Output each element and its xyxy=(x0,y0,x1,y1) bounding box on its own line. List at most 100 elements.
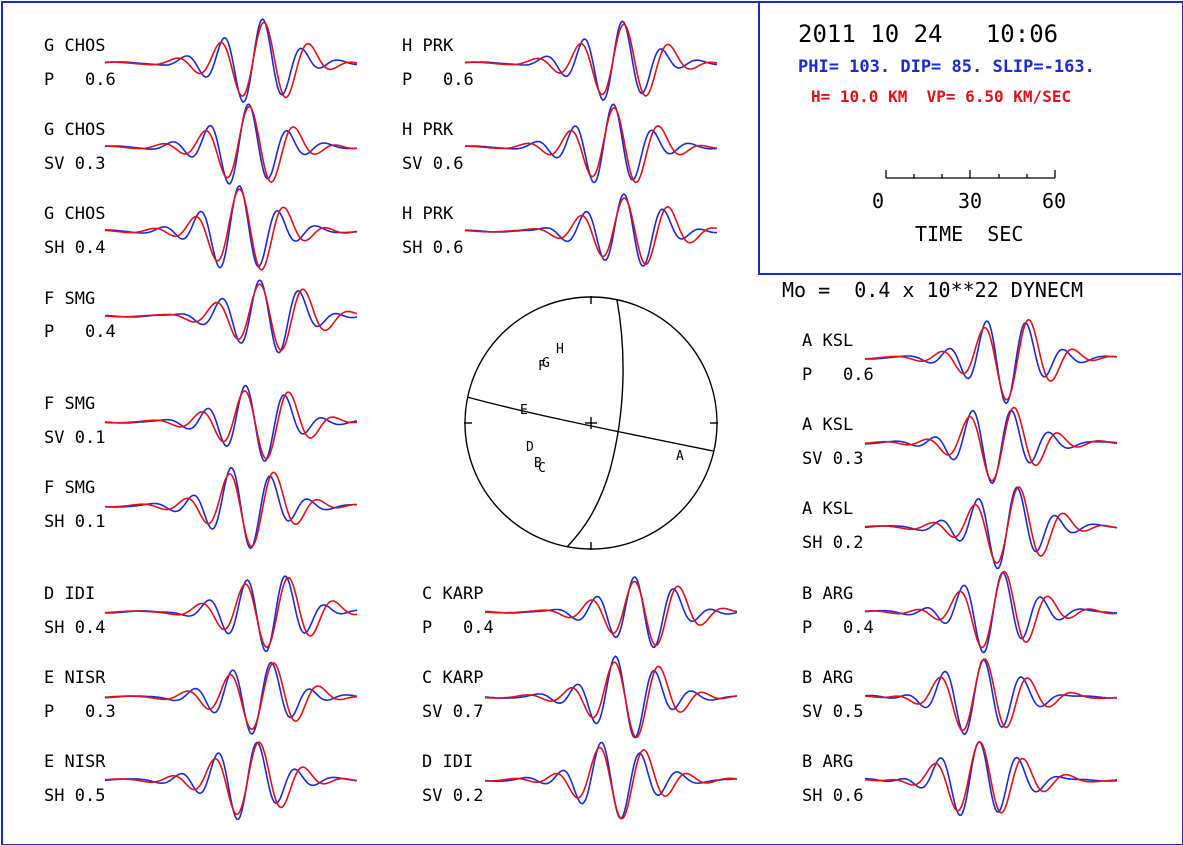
synthetic-waveform xyxy=(484,580,738,647)
synthetic-waveform xyxy=(485,746,738,820)
station-label-bottom: SV 0.5 xyxy=(802,702,864,722)
synthetic-waveform xyxy=(104,283,358,351)
station-label-bottom: P 0.4 xyxy=(44,322,116,342)
synthetic-waveform xyxy=(104,390,358,460)
beachball-letter: C xyxy=(538,461,546,476)
station-label-top: E NISR xyxy=(44,752,106,772)
observed-waveform xyxy=(104,384,358,462)
station-label-bottom: SV 0.7 xyxy=(422,702,484,722)
station-label-top: G CHOS xyxy=(44,120,106,140)
synthetic-waveform xyxy=(105,471,357,548)
observed-waveform xyxy=(464,103,718,184)
beachball-letter: G xyxy=(542,356,550,371)
synthetic-waveform xyxy=(864,741,1118,814)
station-label-bottom: SH 0.5 xyxy=(44,786,106,806)
station-label-top: C KARP xyxy=(422,668,484,688)
observed-waveform xyxy=(104,18,358,103)
observed-waveform xyxy=(864,571,1117,654)
nodal-plane-1 xyxy=(466,396,714,452)
synthetic-waveform xyxy=(105,105,358,183)
station-label-top: H PRK xyxy=(402,204,454,224)
event-date-time: 2011 10 24 10:06 xyxy=(798,20,1059,48)
info-box xyxy=(758,1,1181,275)
observed-waveform xyxy=(104,466,357,550)
station-label-bottom: SV 0.3 xyxy=(44,154,106,174)
observed-waveform xyxy=(105,185,358,269)
synthetic-waveform xyxy=(864,406,1118,482)
nodal-plane-2 xyxy=(566,299,624,548)
station-label-bottom: SH 0.6 xyxy=(802,786,864,806)
synthetic-waveform xyxy=(464,197,718,266)
beachball-station-letters: F G H E D B C A xyxy=(520,342,684,476)
observed-waveform xyxy=(484,655,738,739)
synthetic-waveform xyxy=(104,741,358,816)
time-axis-title: TIME SEC xyxy=(915,222,1024,246)
observed-waveform xyxy=(864,486,1118,570)
station-label-bottom: SV 0.6 xyxy=(402,154,464,174)
waveform-traces xyxy=(104,18,1118,821)
synthetic-waveform xyxy=(465,106,718,184)
station-label-bottom: SV 0.3 xyxy=(802,449,864,469)
station-label-top: G CHOS xyxy=(44,36,106,56)
beachball-letter: H xyxy=(556,342,564,357)
synthetic-waveform xyxy=(105,21,358,99)
seismic-moment: Mo = 0.4 x 10**22 DYNECM xyxy=(782,278,1084,302)
station-label-bottom: SH 0.4 xyxy=(44,618,106,638)
station-label-top: B ARG xyxy=(802,668,854,688)
synthetic-waveform xyxy=(864,570,1118,649)
station-label-top: A KSL xyxy=(802,499,854,519)
station-label-bottom: SV 0.2 xyxy=(422,786,484,806)
station-label-bottom: SV 0.1 xyxy=(44,428,106,448)
scale-tick-label-0: 0 xyxy=(872,189,885,213)
station-label-top: F SMG xyxy=(44,478,96,498)
station-label-top: H PRK xyxy=(402,36,454,56)
synthetic-waveform xyxy=(864,658,1118,732)
station-label-bottom: P 0.6 xyxy=(802,365,874,385)
synthetic-waveform xyxy=(864,486,1118,564)
synthetic-waveform xyxy=(464,23,718,97)
station-label-top: B ARG xyxy=(802,584,854,604)
station-label-bottom: SH 0.6 xyxy=(402,238,464,258)
station-label-bottom: P 0.6 xyxy=(44,70,116,90)
station-label-top: F SMG xyxy=(44,394,96,414)
synthetic-waveform xyxy=(105,576,357,649)
synthetic-waveform xyxy=(864,318,1118,401)
time-scale-bar xyxy=(885,170,1056,179)
observed-waveform xyxy=(864,658,1117,736)
beachball-letter: E xyxy=(520,403,528,418)
station-label-bottom: P 0.6 xyxy=(402,70,474,90)
beachball-letter: A xyxy=(676,449,684,464)
observed-waveform xyxy=(104,741,358,821)
station-label-top: G CHOS xyxy=(44,204,106,224)
observed-waveform xyxy=(104,103,358,185)
station-label-top: A KSL xyxy=(802,331,854,351)
station-label-bottom: SH 0.4 xyxy=(44,238,106,258)
synthetic-waveform xyxy=(104,188,358,271)
station-label-top: B ARG xyxy=(802,752,854,772)
mechanism-parameters: PHI= 103. DIP= 85. SLIP=-163. xyxy=(798,57,1095,77)
observed-waveform xyxy=(105,661,358,735)
station-label-bottom: P 0.4 xyxy=(802,618,874,638)
beachball-letter: B xyxy=(534,456,542,471)
observed-waveform xyxy=(104,575,358,653)
station-label-top: D IDI xyxy=(422,752,474,772)
observed-waveform xyxy=(865,740,1118,817)
station-label-top: H PRK xyxy=(402,120,454,140)
station-label-top: D IDI xyxy=(44,584,96,604)
station-label-top: E NISR xyxy=(44,668,106,688)
station-label-top: A KSL xyxy=(802,415,854,435)
observed-waveform xyxy=(865,320,1118,405)
beachball-letter: F xyxy=(538,359,546,374)
synthetic-waveform xyxy=(484,661,738,739)
station-label-bottom: P 0.3 xyxy=(44,702,116,722)
depth-velocity: H= 10.0 KM VP= 6.50 KM/SEC xyxy=(811,87,1072,106)
beachball-letter: D xyxy=(526,440,534,455)
station-label-top: C KARP xyxy=(422,584,484,604)
station-label-top: F SMG xyxy=(44,289,96,309)
focal-mechanism-beachball xyxy=(464,296,718,550)
station-label-bottom: SH 0.1 xyxy=(44,512,106,532)
station-label-bottom: P 0.4 xyxy=(422,618,494,638)
synthetic-waveform xyxy=(104,662,358,731)
